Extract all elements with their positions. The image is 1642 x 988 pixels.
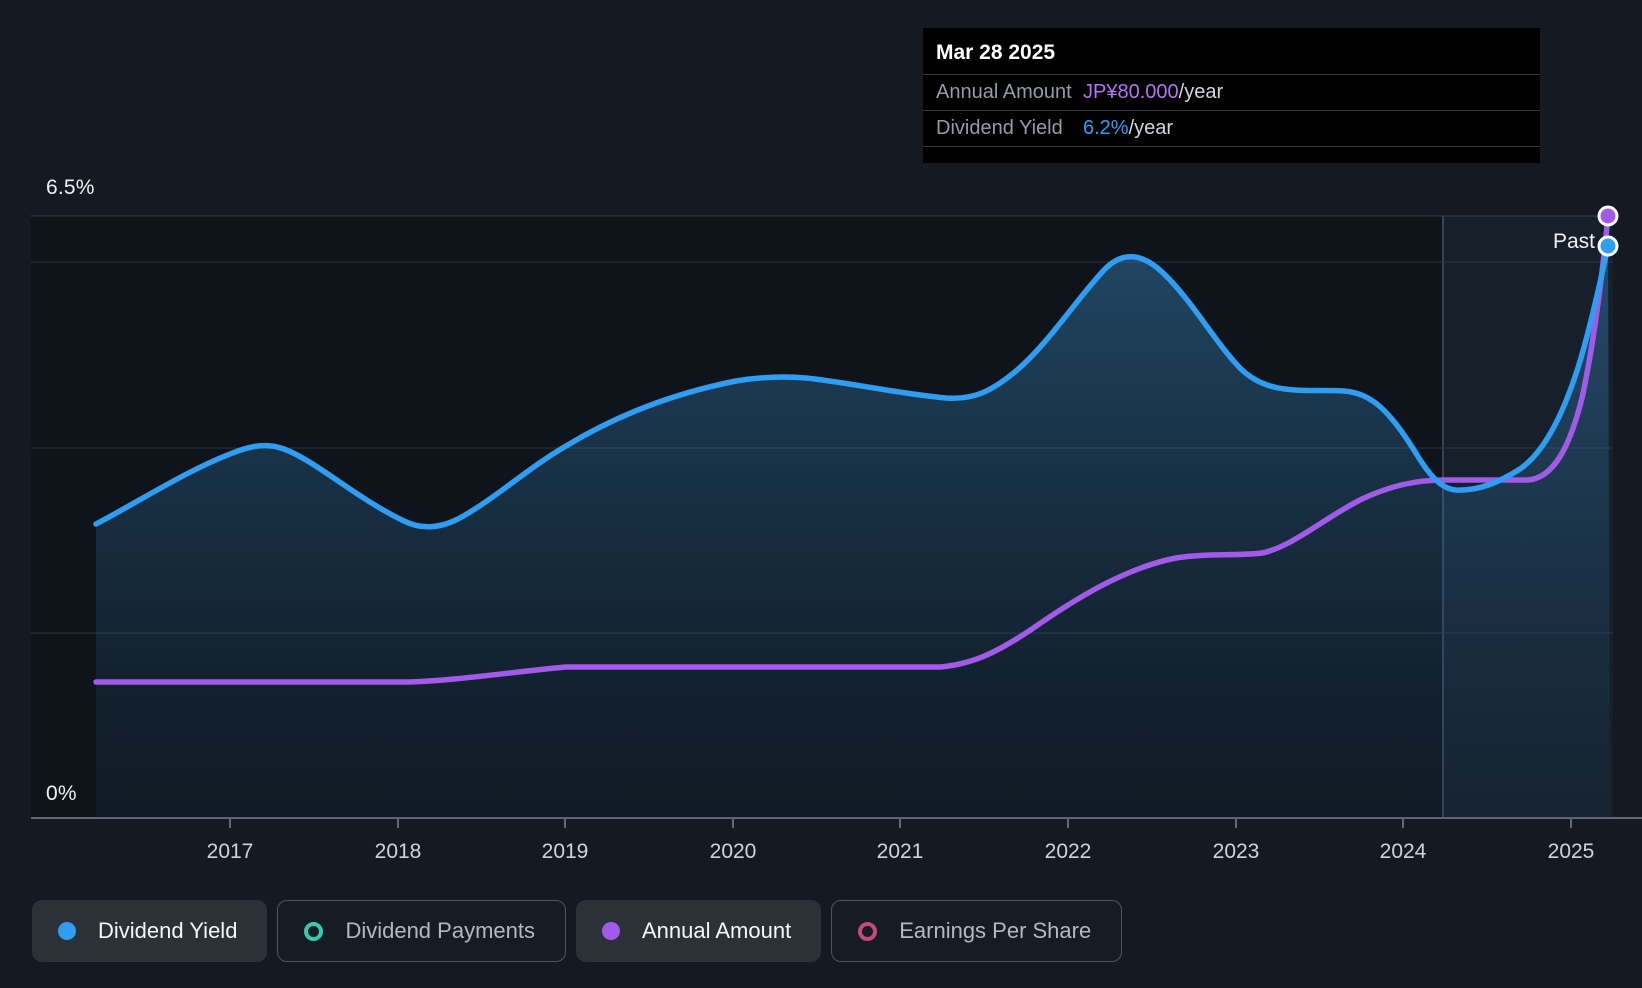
- dividend-yield-line: [93, 243, 1611, 530]
- chart-legend: Dividend Yield Dividend Payments Annual …: [32, 900, 1123, 962]
- tooltip-row-dividend-yield: Dividend Yield 6.2% /year: [923, 110, 1540, 147]
- legend-label: Earnings Per Share: [899, 918, 1092, 943]
- legend-label: Dividend Yield: [98, 918, 238, 943]
- tooltip-date: Mar 28 2025: [936, 41, 1056, 64]
- x-tick-2019: 2019: [541, 840, 589, 863]
- legend-toggle-dividend-yield[interactable]: Dividend Yield: [32, 900, 268, 962]
- tooltip-label: Dividend Yield: [936, 117, 1063, 139]
- legend-toggle-dividend-payments[interactable]: Dividend Payments: [277, 900, 566, 962]
- tooltip-suffix: /year: [1178, 81, 1224, 103]
- chart-tooltip: Mar 28 2025 Annual Amount JP¥80.000 /yea…: [923, 28, 1540, 163]
- legend-label: Dividend Payments: [345, 918, 535, 943]
- annual-amount-end-marker[interactable]: [1597, 205, 1619, 227]
- legend-label: Annual Amount: [641, 918, 792, 943]
- x-tick-2025: 2025: [1547, 840, 1595, 863]
- annual-amount-dot-icon: [601, 922, 620, 940]
- tooltip-row-annual-amount: Annual Amount JP¥80.000 /year: [923, 74, 1540, 110]
- x-tick-2020: 2020: [709, 840, 757, 863]
- x-axis: [31, 817, 1642, 828]
- legend-toggle-earnings-per-share[interactable]: Earnings Per Share: [831, 900, 1123, 962]
- dividend-yield-end-marker[interactable]: [1597, 235, 1619, 257]
- past-region-label: Past: [1552, 230, 1595, 253]
- x-tick-2024: 2024: [1379, 840, 1427, 863]
- y-axis-zero-label: 0%: [46, 782, 77, 805]
- tooltip-value-annual-amount: JP¥80.000: [1083, 81, 1179, 103]
- tooltip-value-dividend-yield: 6.2%: [1083, 117, 1129, 139]
- tooltip-label: Annual Amount: [936, 81, 1072, 103]
- earnings-per-share-ring-icon: [858, 921, 878, 941]
- legend-toggle-annual-amount[interactable]: Annual Amount: [575, 900, 822, 962]
- x-tick-2018: 2018: [374, 840, 422, 863]
- x-tick-2017: 2017: [206, 840, 254, 863]
- x-tick-2023: 2023: [1212, 840, 1260, 863]
- annual-amount-line: [93, 213, 1611, 685]
- dividend-payments-ring-icon: [304, 921, 324, 941]
- tooltip-suffix: /year: [1128, 117, 1174, 139]
- x-tick-2022: 2022: [1044, 840, 1092, 863]
- dividend-yield-dot-icon: [58, 922, 76, 940]
- x-tick-2021: 2021: [876, 840, 924, 863]
- y-axis-max-label: 6.5%: [46, 176, 95, 199]
